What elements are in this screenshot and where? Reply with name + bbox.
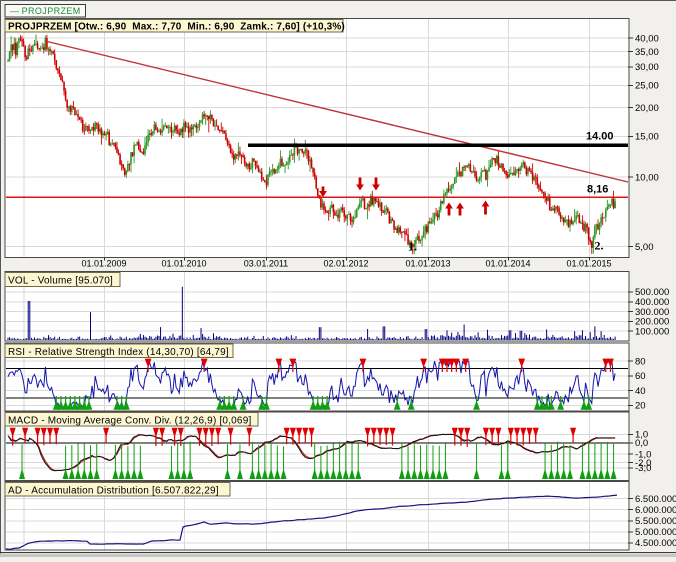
svg-text:2.: 2. [595,239,604,253]
svg-text:400.000: 400.000 [635,297,669,308]
svg-text:01.01.2013: 01.01.2013 [405,259,450,269]
svg-text:35,00: 35,00 [635,47,659,58]
svg-text:01.01.2014: 01.01.2014 [485,259,530,269]
svg-text:— PROJPRZEM: — PROJPRZEM [10,6,81,16]
svg-text:25,00: 25,00 [635,80,659,91]
svg-text:15,00: 15,00 [635,132,659,143]
svg-text:6.500.000: 6.500.000 [635,494,676,505]
svg-text:100.000: 100.000 [635,326,669,337]
svg-text:1,0: 1,0 [635,430,648,441]
svg-text:14.00: 14.00 [586,131,614,143]
svg-text:40: 40 [635,386,646,397]
svg-text:1.: 1. [408,240,417,254]
svg-text:20,00: 20,00 [635,103,659,114]
svg-text:20: 20 [635,401,646,412]
svg-text:500.000: 500.000 [635,287,669,298]
svg-text:PROJPRZEM [Otw.: 6,90 Max.: 7: PROJPRZEM [Otw.: 6,90 Max.: 7,70 Min.: 6… [8,22,345,33]
svg-text:5.000.000: 5.000.000 [635,527,676,538]
svg-text:80: 80 [635,356,646,367]
svg-text:200.000: 200.000 [635,317,669,328]
svg-text:-2,0: -2,0 [635,458,651,469]
svg-text:-1,0: -1,0 [635,449,651,460]
svg-text:01.01.2010: 01.01.2010 [161,259,206,269]
svg-text:AD - Accumulation Distribution: AD - Accumulation Distribution [6.507.82… [8,486,219,497]
svg-text:8,16: 8,16 [587,184,608,196]
svg-text:6.000.000: 6.000.000 [635,505,676,516]
svg-text:5,00: 5,00 [635,242,654,253]
svg-text:40,00: 40,00 [635,33,659,44]
svg-text:VOL - Volume [95.070]: VOL - Volume [95.070] [8,276,113,287]
svg-text:MACD - Moving Average Conv. Di: MACD - Moving Average Conv. Div. (12,26,… [8,416,251,427]
svg-text:30,00: 30,00 [635,62,659,73]
svg-text:02.01.2012: 02.01.2012 [323,259,368,269]
svg-text:-3,0: -3,0 [635,463,651,474]
svg-text:60: 60 [635,371,646,382]
svg-text:01.01.2015: 01.01.2015 [566,259,611,269]
svg-text:03.01.2011: 03.01.2011 [244,259,288,269]
svg-text:5.500.000: 5.500.000 [635,516,676,527]
svg-text:4.500.000: 4.500.000 [635,538,676,549]
svg-text:RSI - Relative Strength Index: RSI - Relative Strength Index (14,30,70)… [8,347,229,358]
svg-text:10,00: 10,00 [635,172,659,183]
svg-text:01.01.2009: 01.01.2009 [81,259,126,269]
svg-text:0,0: 0,0 [635,438,648,449]
svg-text:300.000: 300.000 [635,307,669,318]
